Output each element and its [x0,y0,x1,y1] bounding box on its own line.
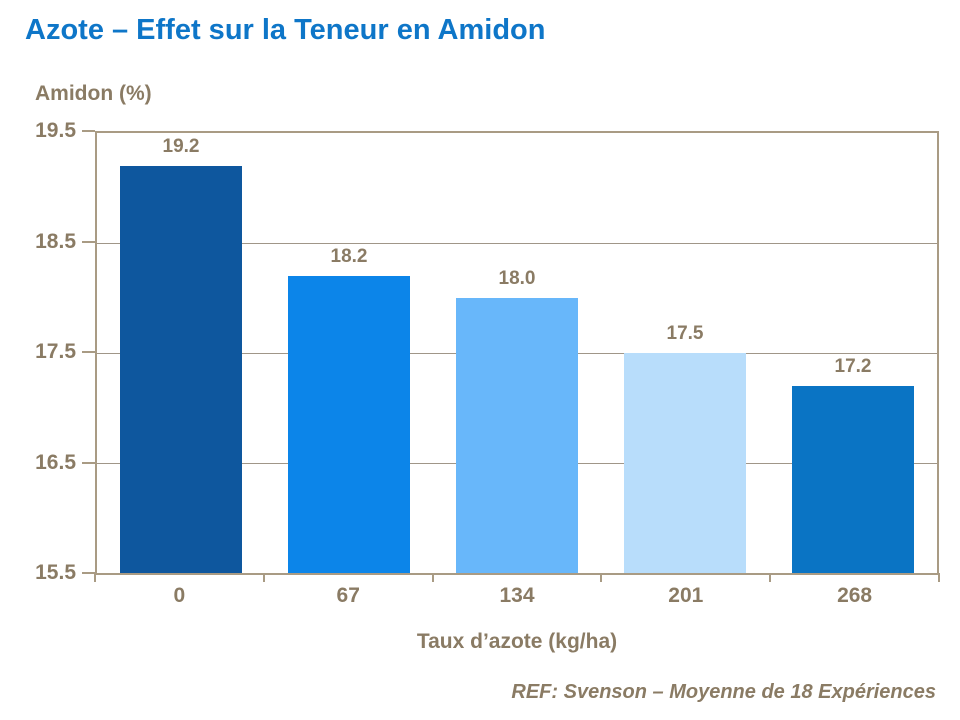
bar-series: 19.2 18.2 18.0 17.5 17.2 [97,133,937,573]
bar-value-label: 18.2 [330,246,368,267]
bar-value-label: 17.5 [666,323,704,344]
y-tick-mark [82,351,95,353]
x-tick-label: 67 [336,584,360,607]
bar [287,276,411,573]
x-tick-label: 268 [837,584,873,607]
x-tick-label: 0 [173,584,186,607]
x-axis-labels: 0 67 134 201 268 [95,584,939,608]
x-tick-mark [600,573,603,582]
y-tick-label: 18.5 [35,229,76,253]
plot-area: 19.2 18.2 18.0 17.5 17.2 [95,131,939,575]
x-tick-label: 201 [668,584,704,607]
bar-band: 18.2 [265,133,433,573]
bar-band: 19.2 [97,133,265,573]
y-tick-label: 17.5 [35,340,76,363]
bar-value-label: 18.0 [498,268,536,289]
y-tick-mark [82,130,95,132]
y-tick-mark [82,240,95,243]
y-tick-label: 16.5 [35,450,76,474]
y-axis-labels: 19.5 18.5 17.5 16.5 15.5 [0,119,76,584]
page-title: Azote – Effet sur la Teneur en Amidon [25,14,546,46]
bar [455,298,579,573]
x-tick-mark [769,573,772,582]
x-tick-marks [94,573,940,582]
bar-value-label: 19.2 [162,136,200,157]
y-tick-label: 19.5 [35,119,76,142]
x-tick-label: 134 [499,584,535,607]
y-tick-mark [82,461,95,464]
y-tick-marks [82,130,95,574]
y-axis-title: Amidon (%) [35,82,152,105]
y-tick-mark [82,572,95,574]
x-tick-mark [938,573,940,582]
gridline [97,243,937,244]
x-tick-mark [262,573,265,582]
x-axis-title: Taux d’azote (kg/ha) [416,630,618,653]
bar [791,386,915,573]
x-tick-mark [431,573,434,582]
bar-band: 17.2 [769,133,937,573]
y-tick-label: 15.5 [35,561,76,584]
bar-band: 17.5 [601,133,769,573]
reference-note: REF: Svenson – Moyenne de 18 Expériences [511,681,936,703]
bar-band: 18.0 [433,133,601,573]
x-tick-mark [94,573,96,582]
bar-value-label: 17.2 [834,356,872,377]
bar [623,353,747,573]
bar [119,166,243,573]
